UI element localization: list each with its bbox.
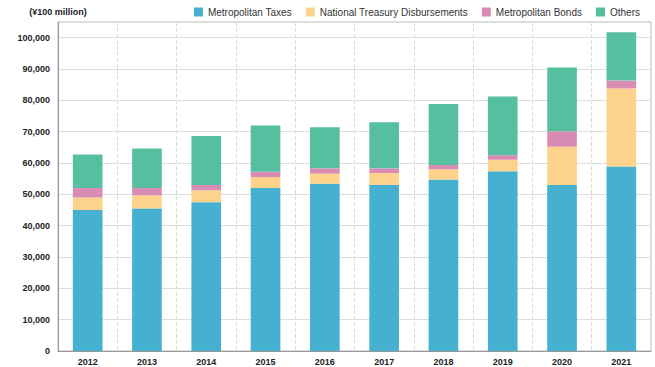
- svg-text:2020: 2020: [552, 357, 572, 367]
- svg-text:80,000: 80,000: [22, 95, 50, 105]
- svg-text:Metropolitan Taxes: Metropolitan Taxes: [208, 7, 292, 18]
- svg-text:2015: 2015: [256, 357, 276, 367]
- svg-text:20,000: 20,000: [22, 283, 50, 293]
- svg-text:30,000: 30,000: [22, 252, 50, 262]
- svg-text:National Treasury Disbursement: National Treasury Disbursements: [320, 7, 468, 18]
- svg-text:10,000: 10,000: [22, 315, 50, 325]
- svg-text:70,000: 70,000: [22, 127, 50, 137]
- svg-text:50,000: 50,000: [22, 189, 50, 199]
- svg-text:Others: Others: [610, 7, 640, 18]
- svg-text:2016: 2016: [315, 357, 335, 367]
- svg-text:0: 0: [45, 346, 50, 356]
- svg-text:2018: 2018: [433, 357, 453, 367]
- svg-text:2013: 2013: [137, 357, 157, 367]
- svg-text:90,000: 90,000: [22, 64, 50, 74]
- svg-text:40,000: 40,000: [22, 221, 50, 231]
- svg-text:2012: 2012: [78, 357, 98, 367]
- svg-text:100,000: 100,000: [17, 33, 50, 43]
- svg-text:2021: 2021: [611, 357, 631, 367]
- svg-text:2017: 2017: [374, 357, 394, 367]
- svg-text:Metropolitan Bonds: Metropolitan Bonds: [496, 7, 582, 18]
- svg-text:(¥100 million): (¥100 million): [29, 7, 87, 17]
- svg-text:2019: 2019: [493, 357, 513, 367]
- svg-text:60,000: 60,000: [22, 158, 50, 168]
- svg-text:2014: 2014: [196, 357, 216, 367]
